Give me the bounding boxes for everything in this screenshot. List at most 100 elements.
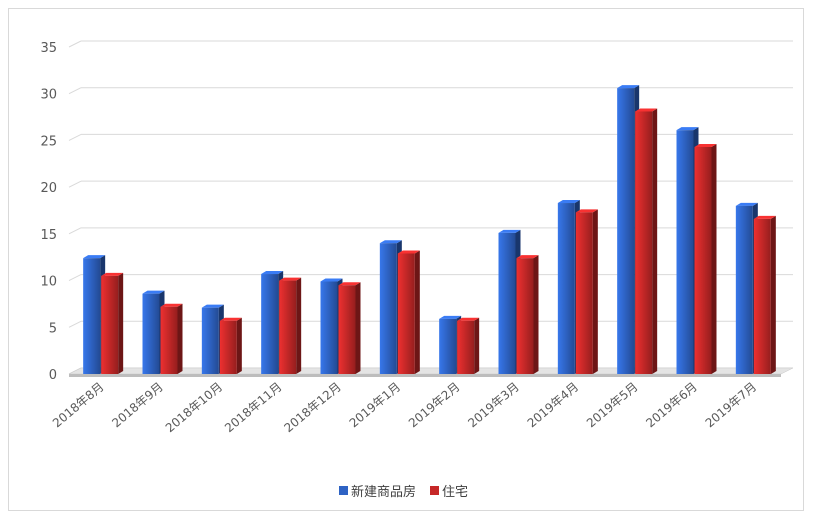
y-axis: 0 5 10 15 20 25 30 35: [40, 41, 57, 383]
bar: [338, 282, 361, 374]
x-tick-label: 2019年1月: [347, 380, 404, 431]
y-tick-label: 0: [49, 368, 57, 383]
bar-side: [770, 215, 776, 374]
bar: [457, 317, 480, 374]
bar-top: [694, 143, 717, 147]
grid-line-depth: [68, 227, 82, 235]
grid-line-depth: [68, 320, 82, 328]
x-tick-label: 2019年6月: [643, 380, 700, 431]
bar-top: [83, 255, 106, 259]
bar-top: [219, 317, 242, 321]
bar: [101, 272, 124, 374]
bar-front: [457, 320, 475, 374]
x-tick-label: 2018年12月: [281, 380, 343, 436]
legend-swatch: [430, 486, 439, 495]
bar-top: [676, 127, 699, 131]
bar: [694, 143, 717, 374]
bar-front: [201, 307, 219, 374]
grid-line-depth: [68, 40, 82, 48]
x-tick-label: 2019年4月: [525, 380, 582, 431]
bar-front: [516, 258, 534, 374]
bar-top: [160, 303, 183, 307]
bar-top: [338, 282, 361, 286]
bar-top: [635, 108, 658, 112]
bars: [83, 85, 776, 375]
bar-top: [261, 271, 284, 275]
chart-floor-edge: [69, 374, 781, 377]
legend: 新建商品房 住宅: [339, 484, 468, 500]
bar-front: [498, 232, 516, 374]
bar-front: [261, 274, 279, 374]
chart-frame: 0 5 10 15 20 25 30 35 2018年8月 2018年9月 2018年10月 201…: [8, 8, 804, 511]
x-tick-label: 2018年8月: [50, 380, 107, 431]
bar-front: [142, 293, 160, 374]
bar-top: [575, 209, 598, 213]
x-tick-label: 2019年3月: [465, 380, 522, 431]
bar-front: [101, 275, 119, 374]
x-tick-label: 2019年2月: [406, 380, 463, 431]
bar: [516, 255, 539, 374]
bar-side: [474, 317, 480, 374]
bar-front: [338, 285, 356, 374]
legend-item: 新建商品房: [339, 484, 416, 500]
bar-top: [397, 250, 420, 254]
grid-line-depth: [68, 180, 82, 188]
bar: [160, 303, 183, 374]
y-tick-label: 10: [40, 275, 57, 290]
chart-floor: [68, 367, 794, 377]
grid-line-depth: [68, 133, 82, 141]
bar-side: [414, 250, 420, 374]
bar: [575, 209, 598, 374]
bar-side: [236, 317, 242, 374]
bar-front: [694, 146, 712, 374]
bar-front: [575, 212, 593, 374]
bar: [397, 250, 420, 374]
bar-top: [617, 85, 640, 89]
legend-label: 新建商品房: [351, 484, 416, 500]
bar-top: [498, 229, 521, 233]
bar: [753, 215, 776, 374]
x-tick-label: 2018年11月: [222, 380, 284, 436]
bar-top: [735, 202, 758, 206]
bar-front: [160, 306, 178, 374]
bar-top: [753, 215, 776, 219]
grid-line-depth: [68, 87, 82, 95]
bar-front: [439, 318, 457, 374]
bar-top: [557, 200, 580, 204]
bar-side: [592, 209, 598, 374]
grid-line-depth: [68, 274, 82, 282]
grid-lines: [68, 40, 793, 375]
legend-label: 住宅: [442, 485, 468, 500]
bar-front: [753, 218, 771, 374]
y-tick-label: 30: [40, 88, 57, 103]
bar-top: [379, 240, 402, 244]
x-tick-label: 2018年10月: [163, 380, 225, 436]
x-tick-label: 2019年7月: [703, 380, 760, 431]
y-tick-label: 5: [49, 321, 57, 336]
bar-side: [533, 255, 539, 374]
legend-item: 住宅: [430, 485, 468, 500]
bar-front: [617, 88, 635, 374]
bar-top: [439, 315, 462, 319]
y-tick-label: 20: [40, 181, 57, 196]
y-tick-label: 35: [40, 41, 57, 56]
bar-front: [397, 253, 415, 374]
bar-top: [142, 290, 165, 294]
bar-side: [711, 143, 717, 374]
bar-front: [735, 205, 753, 374]
bar-front: [83, 258, 101, 374]
bar-top: [457, 317, 480, 321]
bar: [279, 277, 302, 374]
bar-top: [516, 255, 539, 259]
y-tick-label: 25: [40, 134, 57, 149]
bar-front: [635, 111, 653, 375]
bar-side: [118, 272, 124, 374]
bar-front: [279, 280, 297, 374]
bar-top: [201, 304, 224, 308]
bar-top: [320, 278, 343, 282]
bar-front: [557, 203, 575, 374]
bar: [219, 317, 242, 374]
bar-top: [101, 272, 124, 276]
